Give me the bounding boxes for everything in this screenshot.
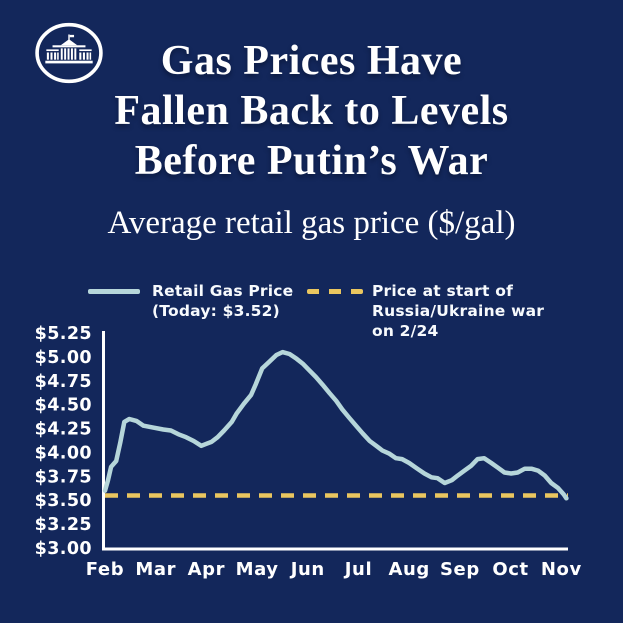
legend-label-war-price: Price at start of Russia/Ukraine war on … — [372, 281, 557, 341]
x-axis-label: May — [236, 559, 279, 580]
retail-gas-line-swatch-icon — [88, 289, 140, 294]
page-subtitle: Average retail gas price ($/gal) — [107, 205, 516, 241]
x-axis-label: Nov — [541, 559, 582, 580]
page-title-line-2: Fallen Back to Levels — [114, 88, 509, 134]
page-title-line-1: Gas Prices Have — [160, 38, 463, 84]
y-axis-label: $3.00 — [35, 539, 92, 559]
gas-price-line-chart: $5.25 $5.00 $4.75 $4.50 $4.25 $4.00 $3.75 $3.50… — [35, 324, 582, 580]
y-axis-label: $3.25 — [35, 515, 92, 535]
x-axis-label: Mar — [135, 559, 176, 580]
x-axis-label: Aug — [388, 559, 429, 580]
legend-label-war-line-3: on 2/24 — [372, 322, 439, 340]
y-axis-label: $5.00 — [35, 348, 92, 368]
x-axis-label: Jul — [343, 559, 372, 580]
y-axis-label: $4.00 — [35, 443, 92, 463]
y-axis-label: $3.50 — [35, 491, 92, 511]
y-axis-label: $4.25 — [35, 420, 92, 440]
legend-label-war-line-2: Russia/Ukraine war — [372, 302, 545, 320]
war-price-dashed-swatch-icon — [307, 289, 363, 294]
y-axis-label: $3.75 — [35, 467, 92, 487]
legend-label-retail-line-1: Retail Gas Price — [152, 282, 294, 300]
x-axis-label: Apr — [188, 559, 226, 580]
y-axis-label: $4.50 — [35, 396, 92, 416]
y-axis-label: $5.25 — [35, 324, 92, 344]
white-house-logo-icon — [35, 22, 103, 84]
white-house-logo — [34, 22, 104, 84]
x-axis-label: Oct — [492, 559, 528, 580]
legend-label-retail-gas: Retail Gas Price (Today: $3.52) — [152, 281, 302, 321]
x-axis-label: Feb — [86, 559, 124, 580]
retail-gas-price-line — [102, 349, 569, 501]
x-axis-label: Sep — [440, 559, 480, 580]
legend-label-retail-line-2: (Today: $3.52) — [152, 302, 280, 320]
page-title-line-3: Before Putin’s War — [134, 138, 489, 184]
page-title: Gas Prices Have Fallen Back to Levels Be… — [0, 36, 623, 186]
legend-label-war-line-1: Price at start of — [372, 282, 514, 300]
y-axis-label: $4.75 — [35, 372, 92, 392]
x-axis-label: Jun — [289, 559, 325, 580]
